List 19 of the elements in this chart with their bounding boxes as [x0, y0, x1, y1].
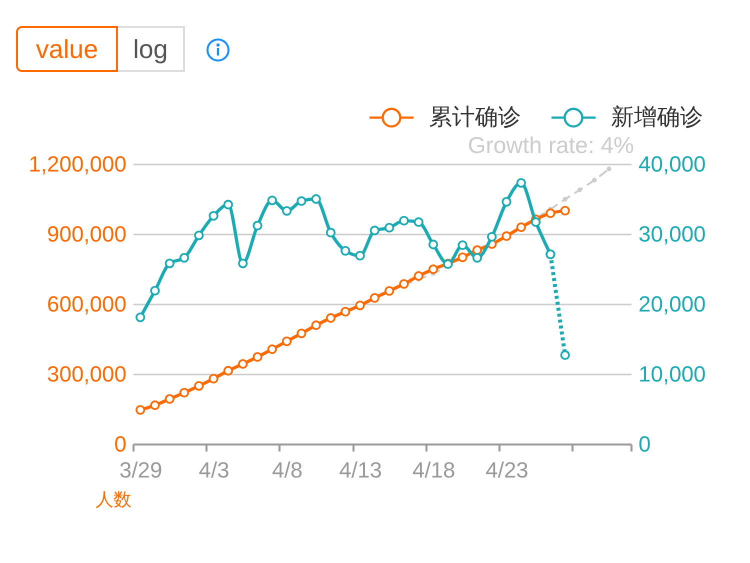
y-tick-label: 0: [114, 432, 126, 456]
y2-tick-label: 20,000: [638, 292, 706, 316]
y2-tick-label: 30,000: [638, 222, 706, 246]
x-tick-label: 4/13: [339, 458, 382, 482]
y-tick-label: 300,000: [46, 362, 126, 386]
x-tick-label: 4/23: [486, 458, 528, 482]
y-axis-title: 人数: [96, 490, 132, 510]
x-tick-label: 4/8: [272, 458, 303, 482]
y2-tick-label: 40,000: [638, 152, 706, 176]
x-tick-label: 4/18: [412, 458, 456, 482]
y-tick-label: 900,000: [46, 222, 126, 246]
y2-tick-label: 0: [638, 432, 651, 456]
legend-label: 新增确诊: [611, 104, 703, 130]
x-tick-label: 3/29: [119, 458, 162, 482]
legend-label: 累计确诊: [429, 104, 521, 130]
y2-tick-label: 10,000: [638, 362, 706, 386]
y-tick-label: 600,000: [46, 292, 126, 316]
x-tick-label: 4/3: [198, 458, 230, 482]
y-tick-label: 1,200,000: [28, 152, 126, 176]
